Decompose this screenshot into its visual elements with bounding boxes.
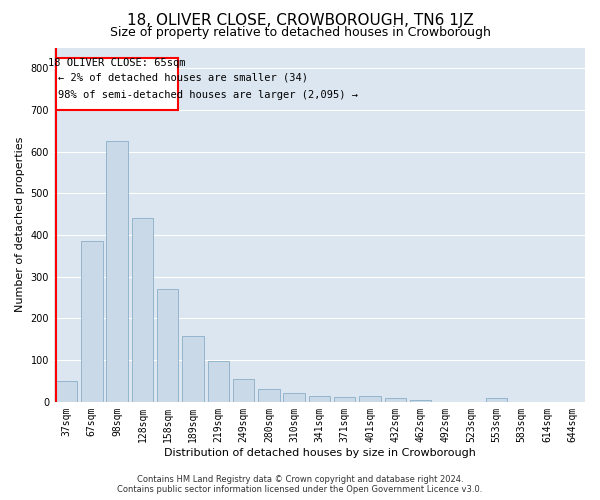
Bar bbox=[182, 336, 204, 402]
Bar bbox=[486, 398, 507, 402]
Bar bbox=[157, 290, 178, 402]
Bar bbox=[309, 396, 330, 402]
FancyBboxPatch shape bbox=[56, 58, 178, 110]
Y-axis label: Number of detached properties: Number of detached properties bbox=[15, 137, 25, 312]
Bar bbox=[334, 397, 355, 402]
Text: 18 OLIVER CLOSE: 65sqm: 18 OLIVER CLOSE: 65sqm bbox=[48, 58, 186, 68]
X-axis label: Distribution of detached houses by size in Crowborough: Distribution of detached houses by size … bbox=[164, 448, 475, 458]
Text: Contains HM Land Registry data © Crown copyright and database right 2024.
Contai: Contains HM Land Registry data © Crown c… bbox=[118, 474, 482, 494]
Bar bbox=[56, 381, 77, 402]
Text: ← 2% of detached houses are smaller (34): ← 2% of detached houses are smaller (34) bbox=[58, 73, 308, 83]
Bar bbox=[410, 400, 431, 402]
Text: 98% of semi-detached houses are larger (2,095) →: 98% of semi-detached houses are larger (… bbox=[58, 90, 358, 100]
Bar bbox=[233, 379, 254, 402]
Bar bbox=[106, 142, 128, 402]
Text: Size of property relative to detached houses in Crowborough: Size of property relative to detached ho… bbox=[110, 26, 490, 39]
Bar bbox=[81, 242, 103, 402]
Bar bbox=[208, 361, 229, 402]
Text: 18, OLIVER CLOSE, CROWBOROUGH, TN6 1JZ: 18, OLIVER CLOSE, CROWBOROUGH, TN6 1JZ bbox=[127, 12, 473, 28]
Bar bbox=[131, 218, 153, 402]
Bar bbox=[385, 398, 406, 402]
Bar bbox=[283, 394, 305, 402]
Bar bbox=[258, 390, 280, 402]
Bar bbox=[359, 396, 381, 402]
